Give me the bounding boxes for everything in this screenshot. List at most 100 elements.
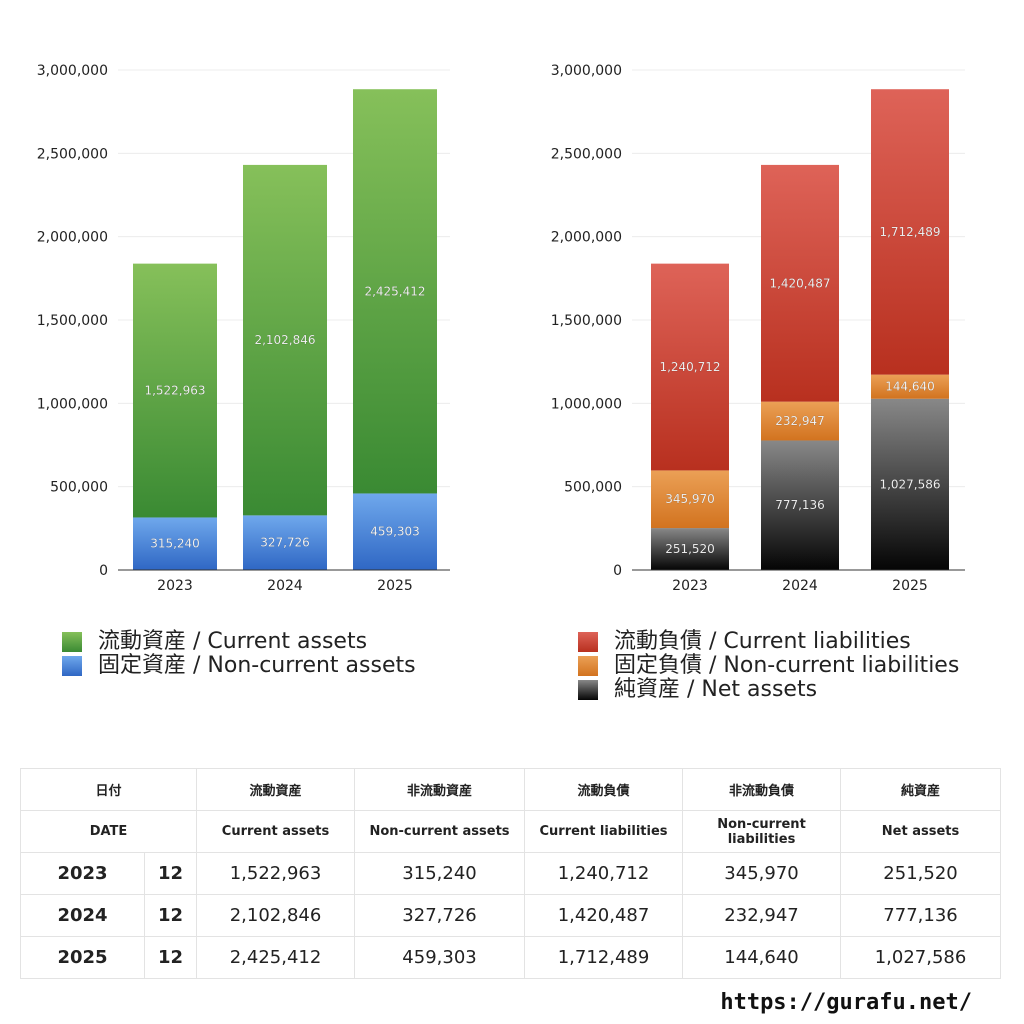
table-header-cell: Net assets bbox=[840, 810, 1002, 853]
table-header-cell: Non-current liabilities bbox=[682, 810, 842, 853]
x-tick-label: 2024 bbox=[782, 578, 818, 594]
y-tick-label: 2,500,000 bbox=[551, 146, 622, 162]
y-tick-label: 3,000,000 bbox=[37, 63, 108, 79]
legend-swatch bbox=[62, 656, 82, 676]
table-header-cell: Current liabilities bbox=[524, 810, 684, 853]
legend-label: 固定資産 / Non-current assets bbox=[98, 653, 416, 678]
x-tick-label: 2024 bbox=[267, 578, 303, 594]
bar-segment bbox=[353, 493, 437, 570]
bar-value-label: 315,240 bbox=[150, 537, 200, 551]
x-tick-label: 2025 bbox=[377, 578, 413, 594]
bar-value-label: 2,425,412 bbox=[364, 284, 425, 298]
bar-segment bbox=[651, 470, 729, 529]
bar-value-label: 144,640 bbox=[885, 380, 935, 394]
y-tick-label: 2,500,000 bbox=[37, 146, 108, 162]
table-cell: 1,522,963 bbox=[196, 852, 356, 895]
table-cell: 777,136 bbox=[840, 894, 1002, 937]
table-month-cell: 12 bbox=[143, 936, 198, 979]
table-cell: 315,240 bbox=[354, 852, 526, 895]
table-header-cell: 非流動負債 bbox=[682, 768, 842, 811]
liabilities-legend: 流動負債 / Current liabilities 固定負債 / Non-cu… bbox=[578, 630, 959, 702]
x-tick-label: 2023 bbox=[672, 578, 708, 594]
bar-value-label: 1,027,586 bbox=[879, 477, 940, 491]
legend-swatch bbox=[578, 680, 598, 700]
y-tick-label: 0 bbox=[99, 563, 108, 579]
table-header-row-en: DATE Current assets Non-current assets C… bbox=[19, 810, 1002, 853]
bar-value-label: 1,712,489 bbox=[879, 225, 940, 239]
table-cell: 2,102,846 bbox=[196, 894, 356, 937]
table-cell: 1,027,586 bbox=[840, 936, 1002, 979]
y-tick-label: 1,500,000 bbox=[37, 313, 108, 329]
bar-segment bbox=[133, 517, 217, 570]
bar-segment bbox=[651, 528, 729, 570]
y-tick-label: 500,000 bbox=[50, 480, 108, 496]
charts-area: 0 500,000 1,000,000 1,500,000 2,000,000 2,500… bbox=[37, 63, 965, 594]
bar-value-label: 1,522,963 bbox=[144, 384, 205, 398]
source-url[interactable]: https://gurafu.net/ bbox=[720, 990, 972, 1015]
table-year-cell: 2024 bbox=[20, 894, 145, 937]
table-month-cell: 12 bbox=[143, 852, 198, 895]
bar-value-label: 2,102,846 bbox=[254, 333, 315, 347]
assets-legend: 流動資産 / Current assets 固定資産 / Non-current… bbox=[62, 630, 416, 678]
bar-value-label: 459,303 bbox=[370, 525, 420, 539]
table-row: 2025 12 2,425,412 459,303 1,712,489 144,… bbox=[20, 936, 1002, 979]
table-cell: 1,420,487 bbox=[524, 894, 684, 937]
bar-segment bbox=[761, 401, 839, 441]
legend-label: 流動資産 / Current assets bbox=[98, 629, 368, 654]
bar-value-label: 232,947 bbox=[775, 414, 825, 428]
legend-swatch bbox=[62, 632, 82, 652]
table-cell: 2,425,412 bbox=[196, 936, 356, 979]
table-cell: 345,970 bbox=[682, 852, 842, 895]
bar-segment bbox=[871, 89, 949, 375]
table-header-cell: DATE bbox=[19, 810, 198, 853]
table-cell: 1,712,489 bbox=[524, 936, 684, 979]
legend-label: 固定負債 / Non-current liabilities bbox=[614, 653, 960, 678]
bar-segment bbox=[651, 263, 729, 471]
bar-segment bbox=[871, 374, 949, 399]
table-year-cell: 2023 bbox=[20, 852, 145, 895]
bar-value-label: 777,136 bbox=[775, 498, 825, 512]
table-row: 2024 12 2,102,846 327,726 1,420,487 232,… bbox=[20, 894, 1002, 937]
y-tick-label: 1,000,000 bbox=[37, 396, 108, 412]
legend-label: 純資産 / Net assets bbox=[614, 677, 818, 702]
bar-value-label: 1,240,712 bbox=[659, 360, 720, 374]
assets-chart: 0 500,000 1,000,000 1,500,000 2,000,000 2,500… bbox=[37, 63, 450, 594]
bar-segment bbox=[761, 164, 839, 402]
y-tick-label: 0 bbox=[613, 563, 622, 579]
bar-value-label: 1,420,487 bbox=[769, 276, 830, 290]
bar-segment bbox=[133, 263, 217, 518]
y-tick-label: 500,000 bbox=[564, 480, 622, 496]
table-header-cell: Current assets bbox=[196, 810, 356, 853]
table-cell: 1,240,712 bbox=[524, 852, 684, 895]
legend-item-net-assets: 純資産 / Net assets bbox=[578, 678, 959, 702]
bar-value-label: 251,520 bbox=[665, 542, 715, 556]
table-header-row-jp: 日付 流動資産 非流動資産 流動負債 非流動負債 純資産 bbox=[19, 768, 1002, 811]
legend-item-current-liabilities: 流動負債 / Current liabilities bbox=[578, 630, 959, 654]
legend-item-non-current-liabilities: 固定負債 / Non-current liabilities bbox=[578, 654, 959, 678]
bar-segment bbox=[243, 515, 327, 570]
table-header-cell: 純資産 bbox=[840, 768, 1002, 811]
table-header-cell: 非流動資産 bbox=[354, 768, 526, 811]
data-table: 日付 流動資産 非流動資産 流動負債 非流動負債 純資産 DATE Curren… bbox=[19, 768, 1002, 979]
bar-segment bbox=[243, 164, 327, 516]
liabilities-chart: 0 500,000 1,000,000 1,500,000 2,000,000 2,500… bbox=[551, 63, 965, 594]
legend-item-non-current-assets: 固定資産 / Non-current assets bbox=[62, 654, 416, 678]
table-cell: 327,726 bbox=[354, 894, 526, 937]
y-tick-label: 2,000,000 bbox=[551, 230, 622, 246]
table-cell: 144,640 bbox=[682, 936, 842, 979]
table-month-cell: 12 bbox=[143, 894, 198, 937]
table-header-cell: 流動資産 bbox=[196, 768, 356, 811]
y-tick-label: 1,500,000 bbox=[551, 313, 622, 329]
table-cell: 232,947 bbox=[682, 894, 842, 937]
table-header-cell: 流動負債 bbox=[524, 768, 684, 811]
legend-swatch bbox=[578, 632, 598, 652]
bar-segment bbox=[353, 89, 437, 494]
table-header-cell: Non-current assets bbox=[354, 810, 526, 853]
bar-value-label: 345,970 bbox=[665, 492, 715, 506]
bar-value-label: 327,726 bbox=[260, 536, 310, 550]
legend-label: 流動負債 / Current liabilities bbox=[614, 629, 911, 654]
legend-swatch bbox=[578, 656, 598, 676]
bar-segment bbox=[871, 398, 949, 570]
legend-item-current-assets: 流動資産 / Current assets bbox=[62, 630, 416, 654]
table-row: 2023 12 1,522,963 315,240 1,240,712 345,… bbox=[20, 852, 1002, 895]
